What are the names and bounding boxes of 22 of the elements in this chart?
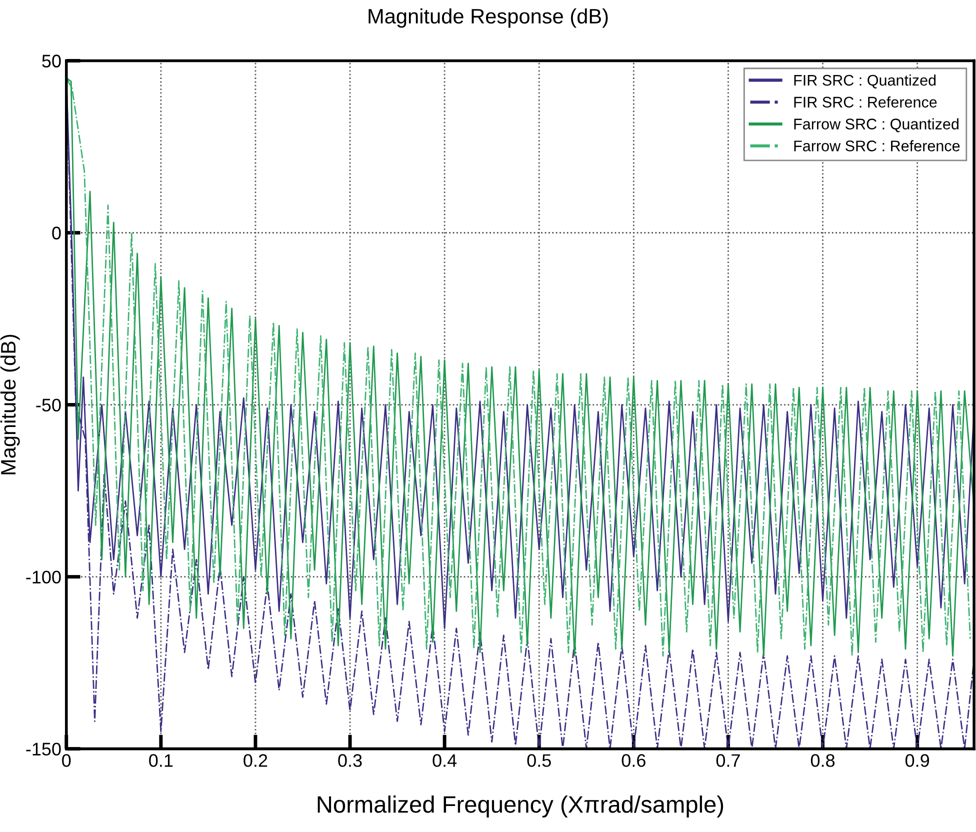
x-tick-label: 0.9 [905, 754, 930, 767]
y-tick-label: -150 [26, 742, 61, 756]
x-tick-label: 0 [62, 754, 71, 767]
legend-label: FIR SRC : Reference [794, 96, 937, 108]
y-tick-label: 0 [52, 226, 61, 240]
x-tick-label: 0.2 [244, 754, 268, 767]
legend-label: Farrow SRC : Reference [794, 140, 960, 152]
x-tick-label: 0.6 [622, 754, 646, 767]
x-tick-label: 0.5 [527, 754, 551, 767]
legend-label: FIR SRC : Quantized [794, 74, 936, 88]
y-tick-label: -100 [26, 570, 61, 584]
y-axis-title: Magnitude (dB) [0, 334, 20, 474]
x-tick-label: 0.7 [716, 754, 740, 767]
x-tick-label: 0.8 [810, 754, 835, 767]
y-tick-label: -50 [36, 398, 61, 412]
x-tick-label: 0.1 [149, 754, 173, 767]
x-axis-title: Normalized Frequency (Xπrad/sample) [318, 795, 724, 818]
x-tick-label: 0.4 [432, 754, 457, 767]
chart-title: Magnitude Response (dB) [368, 8, 608, 28]
x-tick-label: 0.3 [338, 754, 362, 767]
legend-label: Farrow SRC : Quantized [794, 118, 958, 132]
y-tick-label: 50 [42, 54, 61, 68]
